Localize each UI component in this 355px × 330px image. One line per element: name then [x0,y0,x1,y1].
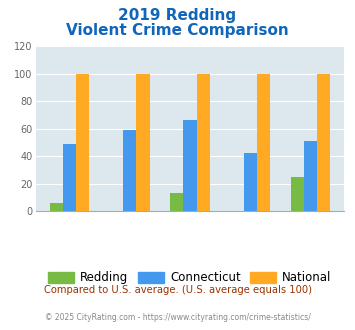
Bar [136,74,149,211]
Bar [197,74,210,211]
Text: 2019 Redding: 2019 Redding [119,8,236,23]
Bar [304,141,317,211]
Legend: Redding, Connecticut, National: Redding, Connecticut, National [44,267,336,289]
Bar [50,203,63,211]
Text: Compared to U.S. average. (U.S. average equals 100): Compared to U.S. average. (U.S. average … [44,285,311,295]
Bar [63,144,76,211]
Text: © 2025 CityRating.com - https://www.cityrating.com/crime-statistics/: © 2025 CityRating.com - https://www.city… [45,313,310,322]
Bar [76,74,89,211]
Bar [170,193,183,211]
Bar [244,153,257,211]
Bar [183,120,197,211]
Bar [257,74,270,211]
Text: Violent Crime Comparison: Violent Crime Comparison [66,23,289,38]
Bar [123,130,136,211]
Bar [317,74,330,211]
Bar [290,177,304,211]
